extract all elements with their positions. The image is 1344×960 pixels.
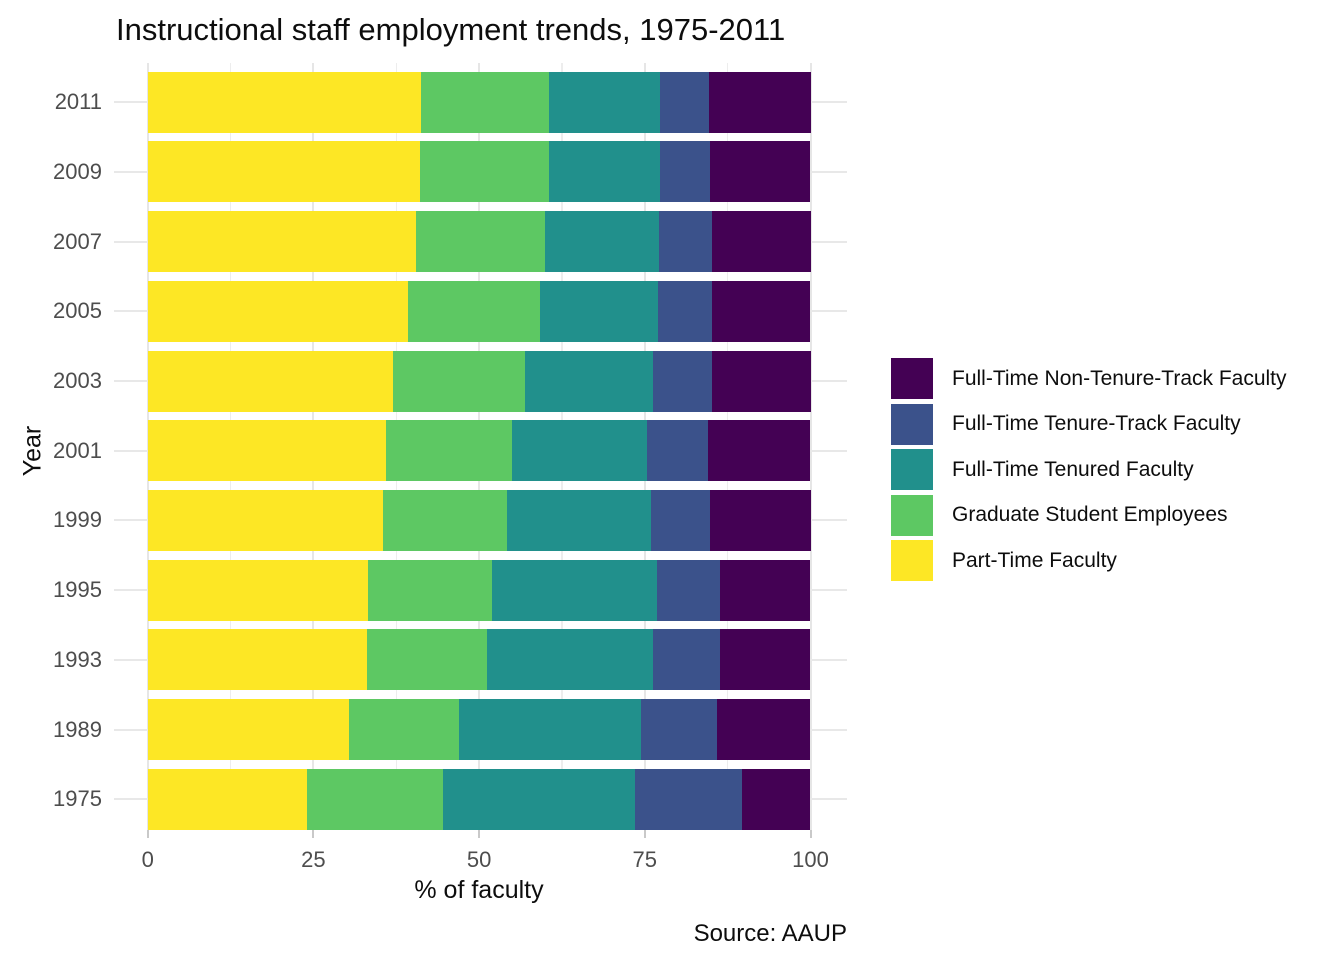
bar-segment (741, 768, 810, 830)
bar-segment (492, 559, 657, 621)
bar-segment (147, 768, 307, 830)
bar-segment (147, 559, 368, 621)
legend-label: Full-Time Tenured Faculty (952, 457, 1194, 481)
chart-caption: Source: AAUP (693, 920, 847, 947)
x-tick-label: 100 (792, 847, 829, 872)
bar-segment (659, 211, 713, 273)
bar-segment (306, 768, 443, 830)
bar-segment (367, 559, 493, 621)
bar-segment (421, 71, 550, 133)
bar-segment (717, 699, 811, 760)
bar-segment (549, 71, 661, 133)
bar-segment (392, 350, 526, 412)
y-tick-label: 1999 (53, 507, 102, 533)
bar-segment (349, 699, 459, 760)
bar-segment (709, 71, 812, 133)
bar-segment (147, 280, 409, 342)
x-tick-label: 50 (466, 847, 492, 872)
bar-segment (711, 350, 812, 412)
bar-segment (408, 280, 541, 342)
bar-segment (707, 420, 811, 482)
y-tick-label: 1975 (53, 786, 102, 812)
bar-segment (656, 559, 721, 621)
bar-segment (712, 280, 811, 342)
y-tick-label: 2011 (54, 89, 102, 115)
bar-segment (658, 280, 713, 342)
x-tick-mark (809, 830, 812, 838)
bar-segment (710, 141, 811, 203)
legend-label: Full-Time Non-Tenure-Track Faculty (952, 366, 1287, 390)
bar-segment (548, 141, 661, 203)
legend-swatch (891, 403, 933, 445)
bar-segment (512, 420, 647, 482)
x-tick-mark (478, 830, 481, 838)
gridline-major-vertical (809, 63, 812, 830)
bar-segment (147, 350, 393, 412)
legend-swatch (891, 540, 933, 581)
legend-swatch (891, 449, 933, 490)
bar-segment (506, 489, 652, 551)
legend-label: Full-Time Tenure-Track Faculty (952, 412, 1241, 435)
legend-swatch (891, 494, 933, 536)
bar-segment (420, 141, 549, 203)
bar-segment (545, 211, 660, 273)
bar-segment (710, 489, 812, 551)
x-tick-mark (312, 830, 315, 838)
bar-segment (147, 629, 368, 691)
bar-segment (458, 699, 642, 760)
bar-segment (651, 489, 711, 551)
y-tick-label: 2005 (53, 298, 102, 324)
y-tick-label: 1993 (53, 646, 102, 672)
bar-segment (646, 420, 708, 482)
bar-segment (147, 489, 383, 551)
bar-segment (641, 699, 718, 760)
bar-segment (720, 559, 811, 621)
x-tick-mark (146, 830, 149, 838)
bar-segment (386, 420, 513, 482)
bar-segment (712, 211, 812, 273)
y-tick-label: 2003 (53, 368, 102, 393)
bar-segment (652, 629, 721, 691)
bar-segment (720, 629, 811, 691)
bar-segment (382, 489, 507, 551)
y-tick-label: 2001 (53, 437, 102, 463)
bar-segment (660, 141, 711, 203)
y-tick-label: 1995 (53, 577, 102, 603)
legend-label: Graduate Student Employees (952, 503, 1228, 526)
bar-segment (487, 629, 653, 691)
bar-segment (367, 629, 488, 691)
bar-segment (147, 141, 421, 203)
bar-segment (653, 350, 712, 412)
bar-segment (525, 350, 654, 412)
chart-title: Instructional staff employment trends, 1… (116, 12, 786, 47)
bar-segment (634, 768, 742, 830)
bar-segment (416, 211, 546, 273)
legend-swatch (891, 358, 933, 399)
x-axis-title: % of faculty (414, 876, 544, 904)
y-tick-label: 1989 (53, 716, 102, 742)
y-tick-label: 2007 (53, 228, 102, 254)
x-tick-label: 75 (632, 847, 658, 872)
plot-panel (114, 63, 847, 830)
bar-segment (147, 71, 422, 133)
x-tick-mark (643, 830, 646, 838)
bar-segment (147, 211, 417, 273)
y-tick-label: 2009 (53, 158, 102, 184)
bar-segment (660, 71, 710, 133)
bar-segment (442, 768, 635, 830)
legend-label: Part-Time Faculty (952, 548, 1117, 572)
bar-segment (147, 420, 387, 482)
x-tick-label: 0 (141, 847, 154, 872)
bar-segment (147, 699, 350, 760)
bar-segment (540, 280, 659, 342)
x-tick-label: 25 (301, 847, 326, 872)
